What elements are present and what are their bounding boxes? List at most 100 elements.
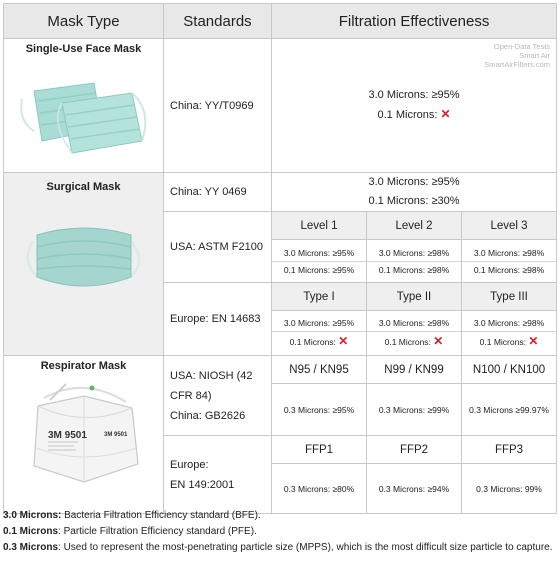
value-line: 3.0 Microns: ≥98% [473,247,545,258]
respirator-europe-code: EN 149:2001 [170,478,235,491]
level-3-header: Level 3 [460,211,558,240]
not-tested-x-icon: ✕ [338,334,349,348]
surgical-europe-region: Europe: [170,313,209,325]
value-line: 3.0 Microns: ≥98% [378,247,450,258]
surgical-mask-image [26,227,140,287]
header-standards: Standards [163,3,272,39]
level-2-header: Level 2 [366,211,462,240]
value-line: 0.1 Microns: [384,337,431,347]
type-ii-values: 3.0 Microns: ≥98% 0.1 Microns: ✕ [366,310,462,356]
header-mask-type: Mask Type [3,3,164,39]
surgical-china-line-2: 0.1 Microns: ≥30% [368,195,460,207]
respirator-usa-code-a: NIOSH (42 [198,369,253,382]
surgical-usa-code: ASTM F2100 [198,241,263,253]
footnotes: 3.0 Microns: Bacteria Filtration Efficie… [3,508,556,556]
surgical-europe-code: EN 14683 [211,313,261,325]
type-iii-values: 3.0 Microns: ≥98% 0.1 Microns: ✕ [460,310,558,356]
respirator-usa-region: USA: [170,369,196,382]
ffp3-value: 0.3 Microns: 99% [460,463,558,514]
mask-standards-table-wrapper: Mask Type Standards Filtration Effective… [3,3,558,514]
surgical-china-effectiveness-cell: 3.0 Microns: ≥95% 0.1 Microns: ≥30% [270,172,558,212]
surgical-usa-standard-cell: USA: ASTM F2100 [163,211,272,283]
single-use-type-cell: Single-Use Face Mask [3,38,164,173]
n100-header: N100 / KN100 [460,355,558,384]
respirator-europe-standard-cell: Europe: EN 149:2001 [163,435,272,514]
value-line: 0.1 Microns: [289,337,336,347]
header-filtration-effectiveness: Filtration Effectiveness [270,3,558,39]
respirator-type-cell: Respirator Mask 3M 9501 3M 9501 [3,355,164,514]
footnote-pfe: 0.1 Microns: Particle Filtration Efficie… [3,524,556,540]
ffp1-header: FFP1 [271,435,367,464]
single-use-standard-cell: China: YY/T0969 [163,38,272,173]
respirator-china-region: China: [170,409,202,422]
n95-header: N95 / KN95 [271,355,367,384]
ffp1-value: 0.3 Microns: ≥80% [271,463,367,514]
surgical-china-code: YY 0469 [204,186,247,198]
surgical-china-row: Surgical Mask China: YY 0469 3.0 Microns… [3,172,558,356]
surgical-europe-standard-cell: Europe: EN 14683 [163,282,272,356]
type-ii-header: Type II [366,282,462,311]
respirator-usa-china-standard-cell: USA: NIOSH (42 CFR 84) China: GB2626 [163,355,272,436]
footnote-key: 0.3 Microns [3,542,59,553]
respirator-china-code: GB2626 [204,409,246,422]
not-tested-x-icon: ✕ [433,334,444,348]
surgical-usa-region: USA: [170,241,196,253]
footnote-bfe: 3.0 Microns: Bacteria Filtration Efficie… [3,508,556,524]
value-line: 0.1 Microns: ≥98% [367,260,461,275]
header-row: Mask Type Standards Filtration Effective… [3,3,558,39]
respirator-usa-code-b: CFR 84) [170,389,212,402]
not-tested-x-icon: ✕ [440,107,451,121]
mask-label-big: 3M 9501 [48,430,87,441]
n99-value: 0.3 Microns: ≥99% [366,383,462,436]
surgical-usa-values-row: 3.0 Microns: ≥95% 0.1 Microns: ≥95% 3.0 … [4,239,558,283]
surgical-china-line-1: 3.0 Microns: ≥95% [368,176,460,188]
single-use-line-2: 0.1 Microns: [377,109,438,121]
footnote-text: : Particle Filtration Efficiency standar… [58,526,257,537]
respirator-europe-values-row: 0.3 Microns: ≥80% 0.3 Microns: ≥94% 0.3 … [4,463,558,514]
single-use-effectiveness-cell: Open-Data Tests Smart Air SmartAirFilter… [270,38,558,173]
type-i-values: 3.0 Microns: ≥95% 0.1 Microns: ✕ [271,310,367,356]
surgical-type-cell: Surgical Mask [3,172,164,356]
single-use-row: Single-Use Face Mask China: YY/T0969 Ope… [3,38,558,173]
not-tested-x-icon: ✕ [528,334,539,348]
value-line: 0.1 Microns: ≥95% [272,260,366,275]
watermark: Open-Data Tests Smart Air SmartAirFilter… [484,42,550,69]
level-2-values: 3.0 Microns: ≥98% 0.1 Microns: ≥98% [366,239,462,283]
ffp3-header: FFP3 [460,435,558,464]
watermark-line: Open-Data Tests [493,42,551,51]
respirator-europe-class-row: Europe: EN 149:2001 FFP1 FFP2 FFP3 [4,435,558,514]
surgical-china-region: China: [170,186,202,198]
value-line: 3.0 Microns: ≥95% [283,247,355,258]
value-line: 0.1 Microns: [479,337,526,347]
surgical-china-standard-cell: China: YY 0469 [163,172,272,212]
footnote-key: 0.1 Microns [3,526,59,537]
surgical-usa-level-row: USA: ASTM F2100 Level 1 Level 2 Level 3 [4,211,558,283]
type-iii-header: Type III [460,282,558,311]
n95-value: 0.3 Microns: ≥95% [271,383,367,436]
single-use-region: China: [170,99,202,112]
respirator-usa-class-row: Respirator Mask 3M 9501 3M 9501 USA: NIO… [3,355,558,514]
footnote-text: Bacteria Filtration Efficiency standard … [61,510,261,521]
footnote-text: : Used to represent the most-penetrating… [58,542,553,553]
level-1-values: 3.0 Microns: ≥95% 0.1 Microns: ≥95% [271,239,367,283]
respirator-title: Respirator Mask [40,360,127,372]
n99-header: N99 / KN99 [366,355,462,384]
n100-value: 0.3 Microns ≥99.97% [460,383,558,436]
ffp2-value: 0.3 Microns: ≥94% [366,463,462,514]
single-use-mask-image [19,82,146,154]
watermark-line: SmartAirFilters.com [484,60,551,69]
type-i-header: Type I [271,282,367,311]
mask-label-side: 3M 9501 [104,432,128,438]
single-use-line-1: 3.0 Microns: ≥95% [368,89,460,101]
respirator-europe-region: Europe: [170,458,209,471]
value-line: 3.0 Microns: ≥98% [473,318,545,328]
watermark-line: Smart Air [519,51,551,60]
single-use-title: Single-Use Face Mask [25,43,142,55]
surgical-title: Surgical Mask [46,181,121,193]
surgical-europe-type-row: Europe: EN 14683 Type I Type II Type III [4,282,558,356]
mask-standards-table: Mask Type Standards Filtration Effective… [3,3,558,514]
surgical-europe-values-row: 3.0 Microns: ≥95% 0.1 Microns: ✕ 3.0 Mic… [4,310,558,356]
respirator-mask-image: 3M 9501 3M 9501 [32,383,139,483]
value-line: 0.1 Microns: ≥98% [462,260,557,275]
value-line: 3.0 Microns: ≥98% [378,318,450,328]
